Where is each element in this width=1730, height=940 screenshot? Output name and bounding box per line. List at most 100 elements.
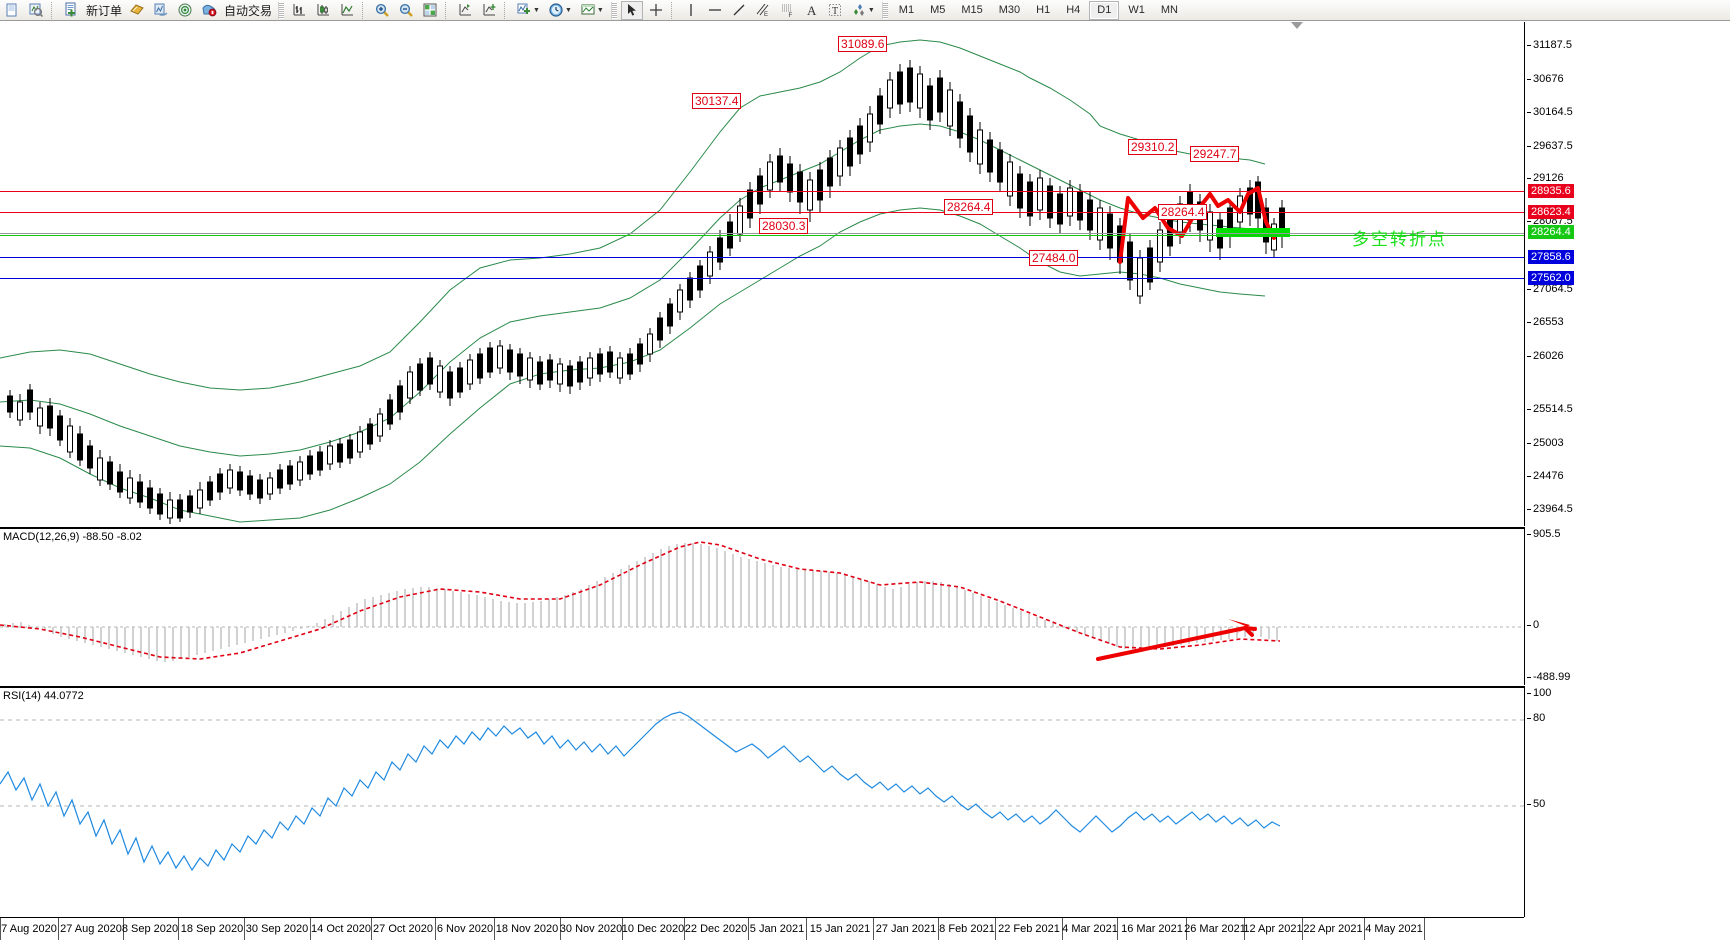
period-clock-icon[interactable]: ▼: [545, 1, 575, 20]
toolbar-grip[interactable]: [610, 1, 617, 19]
new-order-icon[interactable]: [60, 1, 82, 20]
annotation-29310[interactable]: 29310.2: [1128, 139, 1178, 155]
zoom-in-icon[interactable]: [371, 1, 393, 20]
macd-tick-905: 905.5: [1527, 528, 1561, 540]
timeframe-m15[interactable]: M15: [961, 3, 983, 16]
auto-scroll-icon[interactable]: [454, 1, 476, 20]
macd-pane[interactable]: MACD(12,26,9) -88.50 -8.02: [0, 527, 1524, 685]
crosshair-icon[interactable]: [645, 1, 667, 20]
templates-icon[interactable]: ▼: [577, 1, 607, 20]
date-tick: [622, 918, 623, 940]
price-tick-26553: 26553: [1527, 316, 1564, 328]
candlestick-chart-icon[interactable]: [312, 1, 334, 20]
timeframe-w1[interactable]: W1: [1128, 3, 1145, 16]
auto-trading-label[interactable]: 自动交易: [224, 3, 273, 18]
date-label-19: 26 Mar 2021: [1184, 923, 1246, 935]
bar-chart-icon[interactable]: [288, 1, 310, 20]
date-tick: [938, 918, 939, 940]
annotation-29247[interactable]: 29247.7: [1190, 146, 1240, 162]
svg-text:A: A: [807, 3, 817, 18]
indicators-icon[interactable]: ▼: [513, 1, 543, 20]
timeframe-m30[interactable]: M30: [998, 3, 1021, 16]
bollinger-middle-band: [0, 123, 1266, 457]
zoom-out-icon[interactable]: [395, 1, 417, 20]
timeframe-m5[interactable]: M5: [930, 3, 946, 16]
annotation-28030[interactable]: 28030.3: [759, 218, 809, 234]
rsi-label: RSI(14) 44.0772: [3, 690, 84, 702]
expert-advisor-icon[interactable]: [126, 1, 148, 20]
date-tick: [310, 918, 311, 940]
annotation-27484[interactable]: 27484.0: [1029, 250, 1079, 266]
rsi-canvas: [0, 711, 1524, 872]
new-order-label[interactable]: 新订单: [86, 3, 123, 18]
date-label-5: 14 Oct 2020: [311, 923, 371, 935]
date-tick: [178, 918, 179, 940]
new-chart-icon[interactable]: [1, 1, 23, 20]
market-watch-icon[interactable]: [25, 1, 47, 20]
annotation-28264-left[interactable]: 28264.4: [944, 199, 994, 215]
date-tick: [1062, 918, 1063, 940]
line-chart-icon[interactable]: [336, 1, 358, 20]
date-label-22: 4 May 2021: [1365, 923, 1423, 935]
date-tick: [748, 918, 749, 940]
date-label-10: 10 Dec 2020: [621, 923, 685, 935]
date-label-16: 22 Feb 2021: [998, 923, 1060, 935]
date-tick: [435, 918, 436, 940]
chart-scroll-indicator[interactable]: [1291, 22, 1303, 29]
timeframe-mn[interactable]: MN: [1160, 3, 1178, 16]
annotation-30137[interactable]: 30137.4: [692, 93, 742, 109]
shapes-icon[interactable]: ▼: [848, 1, 878, 20]
price-badge-28623: 28623.4: [1528, 205, 1574, 219]
timeframe-m1[interactable]: M1: [898, 3, 915, 16]
macd-label: MACD(12,26,9) -88.50 -8.02: [3, 531, 142, 543]
date-tick: [995, 918, 996, 940]
price-tick-25003: 25003: [1527, 437, 1564, 449]
timeframe-h4[interactable]: H4: [1066, 3, 1081, 16]
date-label-11: 22 Dec 2020: [684, 923, 748, 935]
annotation-31089[interactable]: 31089.6: [838, 36, 888, 52]
vertical-line-icon[interactable]: [680, 1, 702, 20]
candlestick-series: [7, 60, 1285, 524]
timeframe-d1[interactable]: D1: [1089, 0, 1120, 20]
tile-windows-icon[interactable]: [419, 1, 441, 20]
date-tick: [1117, 918, 1118, 940]
price-chart-canvas: [0, 39, 1290, 524]
text-icon[interactable]: A: [800, 1, 822, 20]
navigator-icon[interactable]: [150, 1, 172, 20]
price-badge-28935: 28935.6: [1528, 184, 1574, 198]
main-price-pane[interactable]: 31089.6 30137.4 29310.2 29247.7 28264.4 …: [0, 22, 1524, 526]
main-toolbar: 新订单 自动交易: [0, 0, 1730, 21]
date-tick: [494, 918, 495, 940]
cursor-icon[interactable]: [620, 0, 643, 20]
date-tick: [560, 918, 561, 940]
macd-canvas: [0, 541, 1524, 662]
svg-text:T: T: [832, 6, 838, 17]
date-tick: [1186, 918, 1187, 940]
auto-trading-icon[interactable]: [198, 1, 220, 20]
date-label-8: 18 Nov 2020: [495, 923, 559, 935]
timeframe-h1[interactable]: H1: [1036, 3, 1051, 16]
rsi-pane[interactable]: RSI(14) 44.0772: [0, 686, 1524, 917]
toolbar-grip[interactable]: [278, 1, 285, 19]
price-tick-27064: 27064.5: [1527, 283, 1573, 295]
signals-icon[interactable]: [174, 1, 196, 20]
chart-shift-icon[interactable]: [478, 1, 500, 20]
price-tick-29637: 29637.5: [1527, 140, 1573, 152]
annotation-28264-right[interactable]: 28264.4: [1158, 204, 1208, 220]
text-label-icon[interactable]: T: [824, 1, 846, 20]
support-line-28264-green: [0, 235, 1524, 236]
fibonacci-icon[interactable]: F: [776, 1, 798, 20]
chevron-down-icon[interactable]: ▼: [533, 6, 540, 14]
chinese-turning-point-note: 多空转折点: [1352, 230, 1447, 249]
date-tick: [806, 918, 807, 940]
chevron-down-icon[interactable]: ▼: [564, 6, 572, 14]
horizontal-line-icon[interactable]: [704, 1, 726, 20]
chevron-down-icon[interactable]: ▼: [867, 6, 875, 14]
date-label-15: 8 Feb 2021: [939, 923, 995, 935]
chevron-down-icon[interactable]: ▼: [596, 6, 604, 14]
support-line-27562: [0, 278, 1524, 279]
equidistant-channel-icon[interactable]: E: [752, 1, 774, 20]
toolbar-grip[interactable]: [881, 1, 888, 19]
date-label-3: 18 Sep 2020: [180, 923, 244, 935]
trendline-icon[interactable]: [728, 1, 750, 20]
